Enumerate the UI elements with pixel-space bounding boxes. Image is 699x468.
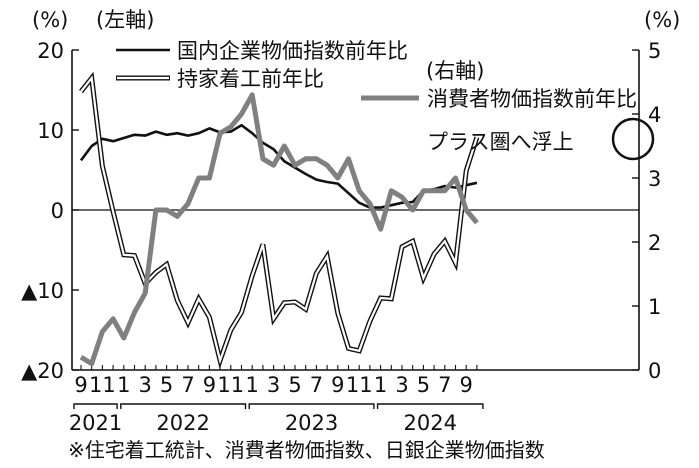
x-tick-label: 1 <box>246 373 259 397</box>
x-tick-label: 5 <box>288 373 301 397</box>
right-tick-label: 5 <box>648 39 661 63</box>
series-double <box>79 71 480 370</box>
x-tick-label: 9 <box>203 373 216 397</box>
right-tick-label: 1 <box>648 295 661 319</box>
left-tick-label: ▲20 <box>21 359 64 383</box>
x-tick-label: 5 <box>160 373 173 397</box>
right-axis-label: (右軸) <box>426 59 484 83</box>
legend-label: 消費者物価指数前年比 <box>427 87 637 111</box>
left-unit-label: (%) <box>32 8 68 32</box>
series-line <box>79 92 479 367</box>
year-label: 2022 <box>156 411 209 435</box>
left-axis-ticks: 20 10 0 ▲10 ▲20 <box>21 39 79 383</box>
left-axis-label: (左軸) <box>96 8 154 32</box>
legend-item: 消費者物価指数前年比 <box>361 87 637 111</box>
year-bracket <box>120 403 247 409</box>
annotation-circle <box>611 117 655 161</box>
x-tick-label: 9 <box>331 373 344 397</box>
source-note: ※住宅着工統計、消費者物価指数、日銀企業物価指数 <box>68 438 545 462</box>
x-tick-label: 9 <box>460 373 473 397</box>
year-bracket <box>73 403 118 409</box>
series-lines <box>79 71 480 370</box>
series-line-outer <box>79 71 480 370</box>
series-thick <box>79 92 479 367</box>
left-tick-label: 20 <box>37 39 64 63</box>
x-tick-label: 7 <box>310 373 323 397</box>
x-tick-label: 7 <box>181 373 194 397</box>
x-tick-label: 11 <box>89 373 116 397</box>
x-axis-ticks: 9 11 1 3 5 7 9 11 1 3 5 7 9 11 1 3 5 7 9 <box>74 365 478 397</box>
x-tick-label: 11 <box>346 373 373 397</box>
x-tick-label: 7 <box>438 373 451 397</box>
right-axis-ticks: 5 4 3 2 1 0 <box>632 39 661 383</box>
x-tick-label: 9 <box>74 373 87 397</box>
x-tick-label: 5 <box>417 373 430 397</box>
series-line <box>79 123 478 209</box>
x-tick-label: 1 <box>374 373 387 397</box>
year-brackets: 2021 2022 2023 2024 <box>69 403 484 435</box>
year-label: 2021 <box>69 411 122 435</box>
legend-item: 国内企業物価指数前年比 <box>116 39 408 63</box>
legend-label: 国内企業物価指数前年比 <box>177 39 408 63</box>
year-bracket <box>248 403 375 409</box>
x-tick-label: 1 <box>117 373 130 397</box>
legend-label: 持家着工前年比 <box>177 67 324 91</box>
series-line-inner <box>80 75 478 365</box>
right-tick-label: 4 <box>648 103 661 127</box>
right-tick-label: 2 <box>648 231 661 255</box>
right-tick-label: 3 <box>648 167 661 191</box>
left-tick-label: ▲10 <box>21 279 64 303</box>
year-bracket <box>376 403 484 409</box>
x-tick-label: 3 <box>267 373 280 397</box>
series-solid <box>79 123 478 209</box>
legend-item: 持家着工前年比 <box>116 67 324 91</box>
year-label: 2024 <box>404 411 457 435</box>
left-tick-label: 0 <box>51 199 64 223</box>
year-label: 2023 <box>285 411 338 435</box>
right-tick-label: 0 <box>648 359 661 383</box>
x-tick-label: 3 <box>395 373 408 397</box>
left-tick-label: 10 <box>37 119 64 143</box>
x-tick-label: 3 <box>139 373 152 397</box>
annotation-label: プラス圏へ浮上 <box>427 130 574 154</box>
x-tick-label: 11 <box>217 373 244 397</box>
right-unit-label: (%) <box>644 8 680 32</box>
